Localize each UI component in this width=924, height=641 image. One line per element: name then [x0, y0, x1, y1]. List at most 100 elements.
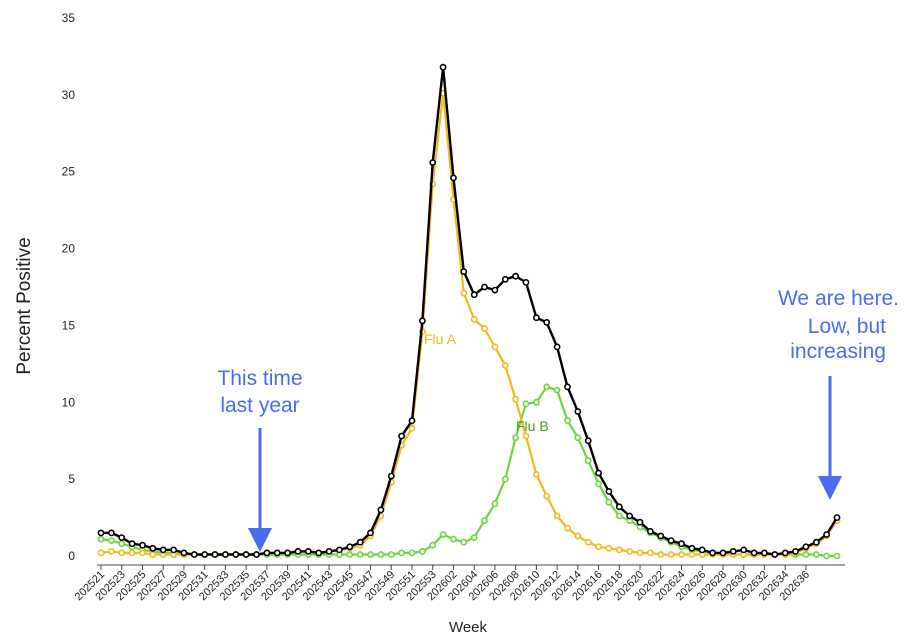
data-point	[118, 540, 126, 548]
data-point	[108, 529, 115, 537]
annotation-this-time-last-year: This time last year	[217, 367, 303, 552]
data-point	[574, 532, 582, 540]
data-point	[823, 552, 830, 560]
data-point	[626, 512, 634, 520]
data-point	[771, 551, 779, 558]
data-point	[221, 551, 229, 558]
y-tick-label: 25	[62, 165, 76, 179]
data-point	[709, 549, 716, 557]
data-point	[688, 551, 696, 558]
data-point	[367, 551, 374, 558]
series-label-flu-b: Flu B	[516, 418, 549, 434]
data-point	[470, 291, 478, 299]
data-point	[501, 475, 509, 483]
data-point	[729, 548, 737, 555]
data-point	[657, 532, 665, 540]
data-point	[833, 514, 841, 521]
data-point	[377, 506, 385, 514]
data-point	[450, 535, 457, 543]
data-point	[190, 551, 198, 558]
series-line	[101, 65, 839, 556]
data-point	[263, 549, 271, 557]
data-point	[802, 551, 810, 558]
series-total	[97, 63, 841, 558]
data-point	[533, 398, 540, 406]
data-point	[626, 548, 634, 555]
data-point	[180, 549, 188, 557]
data-point	[698, 546, 706, 554]
data-point	[253, 551, 260, 558]
annotation-line: last year	[220, 394, 299, 417]
annotation-line: We are here.	[778, 287, 899, 310]
data-point	[460, 538, 468, 546]
data-point	[761, 549, 768, 557]
data-point	[740, 546, 748, 554]
data-point	[356, 551, 364, 558]
data-point	[201, 551, 209, 558]
y-tick-label: 35	[62, 11, 76, 25]
data-point	[678, 540, 685, 548]
series-flu-b	[97, 383, 841, 560]
data-point	[615, 512, 623, 520]
data-point	[615, 546, 623, 554]
data-point	[284, 549, 291, 557]
data-point	[491, 343, 499, 351]
data-point	[553, 512, 561, 520]
data-point	[595, 543, 602, 551]
data-point	[823, 531, 830, 538]
data-point	[543, 492, 551, 500]
data-point	[781, 549, 789, 557]
data-point	[636, 518, 644, 526]
data-point	[149, 544, 157, 552]
data-point	[812, 551, 820, 558]
data-point	[387, 472, 395, 480]
data-point	[481, 517, 488, 524]
x-axis-ticks: 2025212025232025252025272025292025312025…	[73, 565, 812, 603]
data-point	[584, 457, 592, 465]
y-tick-label: 20	[62, 242, 76, 256]
data-point	[584, 538, 592, 546]
data-point	[501, 275, 509, 283]
data-point	[543, 318, 551, 326]
y-tick-label: 10	[62, 395, 76, 409]
data-point	[149, 551, 157, 558]
data-point	[242, 551, 250, 558]
data-point	[418, 317, 426, 325]
data-point	[512, 395, 519, 403]
y-axis-ticks: 0 5 10 15 20 25 30 35	[62, 11, 76, 563]
data-point	[97, 529, 105, 537]
data-point	[501, 361, 509, 369]
data-point	[481, 325, 488, 332]
data-point	[605, 544, 613, 552]
series-line	[100, 92, 838, 556]
data-point	[139, 541, 146, 549]
data-point	[605, 498, 613, 506]
data-point	[408, 549, 416, 557]
data-point	[460, 289, 468, 297]
data-point	[678, 551, 685, 558]
data-point	[657, 551, 665, 558]
data-point	[667, 551, 675, 558]
data-point	[439, 531, 447, 538]
data-point	[211, 551, 219, 558]
data-point	[833, 552, 841, 560]
data-point	[128, 549, 136, 557]
data-point	[118, 534, 126, 541]
data-point	[584, 437, 592, 445]
data-point	[325, 548, 333, 555]
y-tick-label: 15	[62, 318, 76, 332]
data-point	[553, 343, 561, 351]
annotation-line: Low, but	[808, 315, 886, 338]
data-point	[387, 551, 395, 558]
data-point	[356, 538, 364, 546]
data-point	[543, 383, 551, 391]
data-point	[398, 549, 405, 557]
data-point	[294, 548, 302, 555]
annotation-line: This time	[217, 367, 302, 390]
y-tick-label: 30	[62, 88, 76, 102]
data-point	[97, 549, 105, 557]
data-point	[429, 541, 437, 549]
data-point	[615, 503, 623, 511]
data-point	[812, 538, 820, 546]
series-layer	[97, 63, 841, 560]
